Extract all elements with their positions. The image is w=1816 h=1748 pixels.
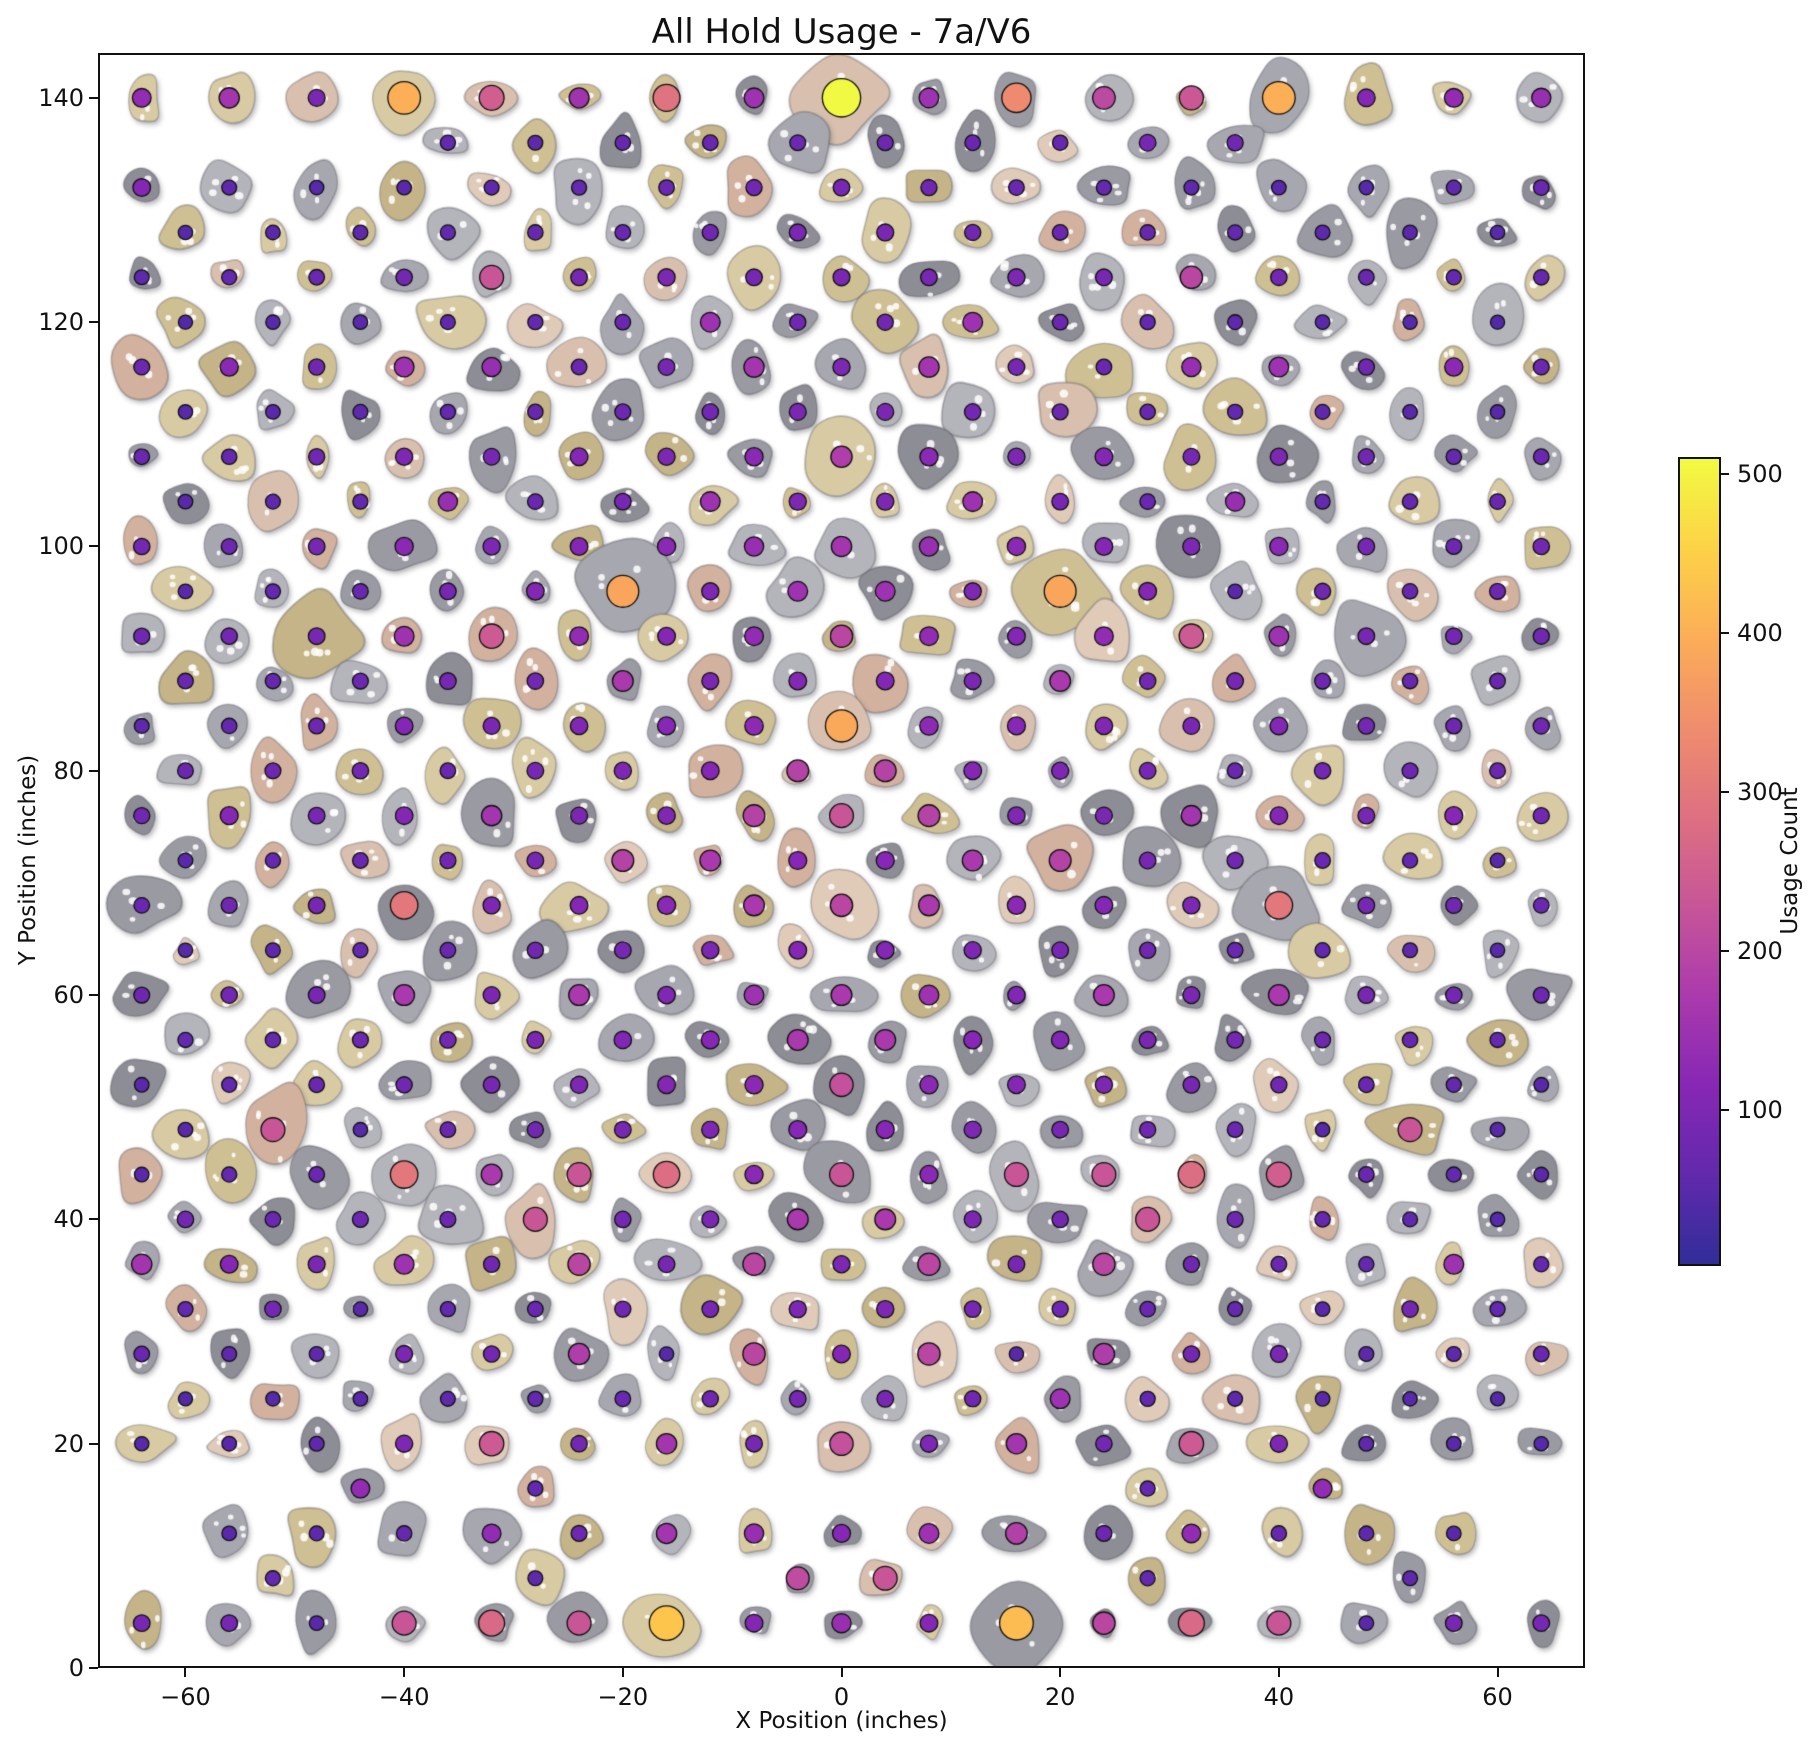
- y-tick-mark: [89, 321, 98, 324]
- x-tick-label: 0: [833, 1683, 850, 1711]
- y-tick-label: 120: [38, 308, 84, 337]
- y-tick-mark: [89, 545, 98, 548]
- x-tick-mark: [840, 1668, 843, 1677]
- colorbar-tick-mark: [1721, 632, 1729, 635]
- y-tick-label: 40: [53, 1205, 84, 1234]
- y-axis-label: Y Position (inches): [15, 754, 41, 966]
- x-tick-mark: [403, 1668, 406, 1677]
- colorbar-tick-mark: [1721, 950, 1729, 953]
- y-tick-mark: [89, 1218, 98, 1221]
- plot-title: All Hold Usage - 7a/V6: [651, 12, 1032, 52]
- colorbar-tick-label: 100: [1737, 1096, 1783, 1125]
- colorbar-tick-mark: [1721, 1109, 1729, 1112]
- x-tick-label: 20: [1044, 1683, 1076, 1711]
- y-tick-mark: [89, 96, 98, 99]
- x-tick-mark: [1496, 1668, 1499, 1677]
- y-tick-mark: [89, 769, 98, 772]
- x-tick-mark: [1277, 1668, 1280, 1677]
- colorbar-tick-label: 200: [1737, 937, 1783, 966]
- colorbar-tick-mark: [1721, 791, 1729, 794]
- colorbar-tick-label: 300: [1737, 778, 1783, 807]
- x-tick-mark: [184, 1668, 187, 1677]
- colorbar-tick-label: 500: [1737, 460, 1783, 489]
- y-tick-mark: [89, 994, 98, 997]
- x-tick-label: −40: [378, 1683, 430, 1711]
- colorbar-tick-mark: [1721, 473, 1729, 476]
- x-axis-label: X Position (inches): [735, 1708, 948, 1734]
- hold-usage-scatter-canvas: [98, 53, 1585, 1668]
- colorbar-label: Usage Count: [1777, 787, 1803, 935]
- y-tick-mark: [89, 1667, 98, 1669]
- x-tick-mark: [1059, 1668, 1062, 1677]
- colorbar: [1678, 457, 1721, 1266]
- x-tick-label: 40: [1263, 1683, 1295, 1711]
- y-tick-label: 100: [38, 532, 84, 561]
- x-tick-label: −20: [597, 1683, 649, 1711]
- colorbar-tick-label: 400: [1737, 619, 1783, 648]
- y-tick-label: 20: [53, 1429, 84, 1458]
- y-tick-mark: [89, 1442, 98, 1445]
- y-tick-label: 140: [38, 83, 84, 112]
- x-tick-label: 60: [1482, 1683, 1513, 1711]
- y-tick-label: 80: [53, 756, 84, 785]
- x-tick-label: −60: [160, 1683, 211, 1711]
- x-tick-mark: [621, 1668, 624, 1677]
- y-tick-label: 0: [68, 1654, 84, 1682]
- y-tick-label: 60: [53, 981, 84, 1010]
